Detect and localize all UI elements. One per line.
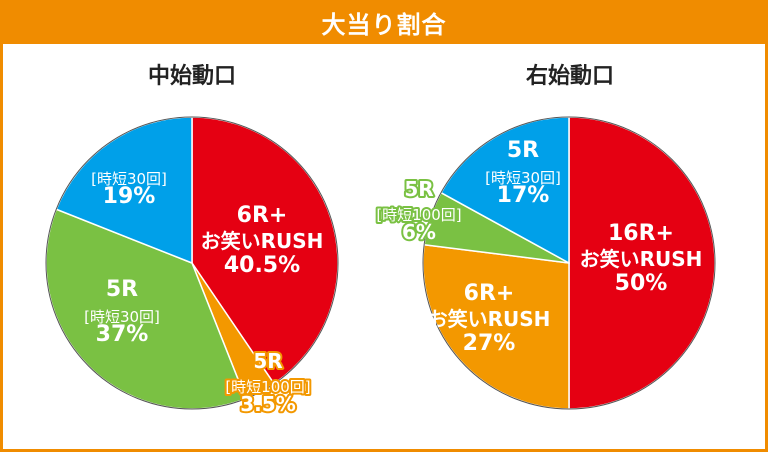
chart-title-center-start: 中始動口 [147,64,236,89]
pie-1-label-4: [時短30回]19% [91,170,167,209]
pie-2-slice-text-3-2: [時短100回] [376,206,461,224]
pie-1-slice-text-2-1: 5R [253,349,282,373]
pie-2-value-label-1: 50% [615,271,668,296]
header-title: 大当り割合 [321,10,447,39]
pie-2-slice-text-1-1: 16R+ [608,221,674,246]
pie-2-value-label-2: 27% [463,331,516,356]
pie-2-slice-text-4-2: [時短30回] [485,169,561,187]
pie-2-outline [422,116,716,410]
pie-1-slice-text-2-2: [時短100回] [225,378,310,396]
pie-1-slice-text-3-1: 5R [106,277,138,302]
pie-1-value-label-3: 37% [96,322,149,347]
pie-1-value-label-2: 3.5% [240,392,295,416]
pie-1-slice-text-1-1: 6R+ [237,203,288,228]
pie-1-label-2: 5R [時短100回]3.5% [223,347,312,418]
pie-1-slice-text-4-1: [時短30回] [91,170,167,188]
pie-1-slice-text-3-2: [時短30回] [84,308,160,326]
pie-1-value-label-1: 40.5% [224,253,300,278]
pie-2-value-label-3: 6% [402,220,436,244]
pie-1-label-3: 5R [時短30回]37% [84,277,160,347]
pie-2-label-4: 5R [時短30回]17% [485,138,561,208]
pie-2-slice-text-1-2: お笑いRUSH [580,247,703,271]
pie-1-outline [45,116,339,410]
pie-2-slice-text-2-2: お笑いRUSH [428,307,551,331]
pie-2-slice-text-2-1: 6R+ [464,281,515,306]
pie-2-slice-text-3-1: 5R [404,177,433,201]
pie-2-label-3: 5R [時短100回]6% [374,175,463,246]
chart-title-right-start: 右始動口 [525,64,614,89]
pie-2-slice-text-4-1: 5R [507,138,539,163]
pie-1-value-label-4: 19% [103,184,156,209]
header-bar: 大当り割合 [0,0,768,44]
pie-2-value-label-4: 17% [497,183,550,208]
pie-1-slice-text-1-2: お笑いRUSH [201,229,324,253]
